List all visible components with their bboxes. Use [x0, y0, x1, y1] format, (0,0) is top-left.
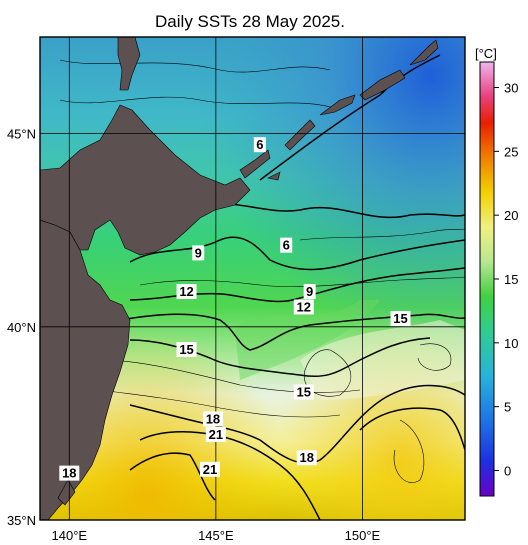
land-mass: [40, 37, 439, 520]
contour-label: 18: [62, 466, 76, 481]
contour-label: 6: [283, 238, 290, 253]
contour-label-bg: [192, 245, 205, 261]
lon-label: 150°E: [345, 528, 381, 543]
lon-label: 145°E: [198, 528, 234, 543]
contour-label: 18: [299, 450, 313, 465]
contour-label: 21: [203, 462, 217, 477]
lon-label: 140°E: [52, 528, 88, 543]
contour-label-bg: [253, 137, 266, 153]
lat-label: 35°N: [7, 513, 36, 528]
contour-label-bg: [293, 299, 314, 315]
map-title: Daily SSTs 28 May 2025.: [155, 12, 345, 31]
colorbar-tick-label: 0: [504, 463, 511, 478]
contour-label: 9: [306, 284, 313, 299]
contour-label: 6: [256, 137, 263, 152]
contour-label-bg: [205, 426, 226, 442]
contour-21: [139, 430, 321, 520]
contour-label-bg: [176, 284, 197, 300]
contour-label: 12: [179, 284, 193, 299]
contour-label: 15: [297, 384, 311, 399]
contour-label-bg: [293, 384, 314, 400]
contour-label: 12: [297, 299, 311, 314]
contour-label-bg: [303, 284, 316, 300]
contour-label: 18: [206, 412, 220, 427]
colorbar-tick-label: 20: [504, 208, 518, 223]
colorbar-tick-label: 5: [504, 400, 511, 415]
colorbar-tick-label: 25: [504, 144, 518, 159]
lat-label: 40°N: [7, 320, 36, 335]
contour-label: 9: [195, 245, 202, 260]
colorbar-unit: [°C]: [475, 46, 497, 61]
contour-label-bg: [296, 450, 317, 466]
contour-label-bg: [390, 311, 411, 327]
contour-label-bg: [59, 465, 80, 481]
contour-label: 15: [179, 342, 193, 357]
lat-label: 45°N: [7, 127, 36, 142]
contour-6: [209, 203, 465, 219]
contour-label: 15: [393, 311, 407, 326]
colorbar-tick-label: 10: [504, 336, 518, 351]
contour-label-bg: [280, 237, 293, 253]
colorbar-tick-label: 30: [504, 81, 518, 96]
colorbar-tick-label: 15: [504, 272, 518, 287]
colorbar: [479, 61, 495, 497]
contour-label-bg: [200, 461, 220, 477]
contour-label-bg: [202, 411, 223, 427]
contour-label-bg: [176, 341, 197, 357]
contour-label: 21: [209, 427, 223, 442]
